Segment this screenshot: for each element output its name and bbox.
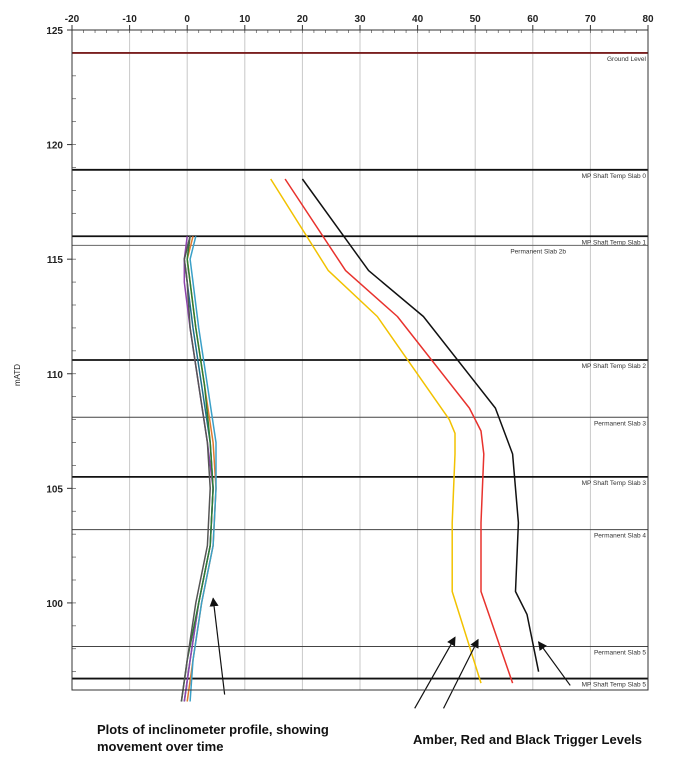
series-line <box>180 236 214 702</box>
caption-inclinometer-profiles: Plots of inclinometer profile, showing m… <box>97 722 329 754</box>
y-tick-label: 125 <box>46 26 63 37</box>
series-line <box>270 178 482 684</box>
annotation-arrow <box>537 641 571 686</box>
annotation-arrow <box>442 638 479 709</box>
level-lines: Ground Level MP Shaft Temp Slab 0 MP Shaft… <box>72 52 648 689</box>
caption-trigger-levels: Amber, Red and Black Trigger Levels <box>413 732 643 747</box>
y-tick-label: 105 <box>46 484 63 495</box>
level-label: MP Shaft Temp Slab 5 <box>582 682 647 689</box>
level-label: MP Shaft Temp Slab 0 <box>582 173 647 180</box>
x-tick-label: 30 <box>354 14 366 25</box>
annotation-arrows <box>209 597 571 709</box>
annotation-arrow <box>209 597 226 695</box>
y-tick-label: 120 <box>46 141 63 152</box>
x-tick-label: 70 <box>585 14 597 25</box>
level-label: MP Shaft Temp Slab 3 <box>582 480 647 487</box>
level-label: Permanent Slab 3 <box>594 420 646 427</box>
series-line <box>189 236 217 702</box>
series-lines <box>180 178 540 702</box>
level-label: Permanent Slab 5 <box>594 649 646 656</box>
annotation-arrow <box>414 636 456 709</box>
x-tick-label: 50 <box>470 14 482 25</box>
y-tick-labels: 100 105 110 115 120 125 <box>46 26 72 610</box>
x-tick-label: 80 <box>642 14 654 25</box>
level-label: MP Shaft Temp Slab 1 <box>582 239 647 246</box>
series-line <box>180 236 211 702</box>
level-label: MP Shaft Temp Slab 2 <box>582 363 647 370</box>
y-tick-label: 100 <box>46 599 63 610</box>
x-tick-label: 60 <box>527 14 539 25</box>
x-tick-label: 10 <box>239 14 251 25</box>
x-tick-label: 40 <box>412 14 424 25</box>
y-axis-label: mATD <box>13 364 22 386</box>
level-label: Permanent Slab 4 <box>594 533 646 540</box>
x-tick-label: 20 <box>297 14 309 25</box>
series-line <box>284 178 514 684</box>
y-tick-label: 110 <box>47 370 64 381</box>
x-tick-label: -10 <box>122 14 137 25</box>
x-tick-labels: -20 -10 0 10 20 30 40 50 60 70 80 <box>65 14 654 30</box>
series-line <box>301 178 540 672</box>
x-tick-label: -20 <box>65 14 80 25</box>
y-tick-label: 115 <box>47 255 64 266</box>
level-label: Ground Level <box>607 56 647 63</box>
level-label: Permanent Slab 2b <box>510 248 566 255</box>
x-tick-label: 0 <box>184 14 190 25</box>
